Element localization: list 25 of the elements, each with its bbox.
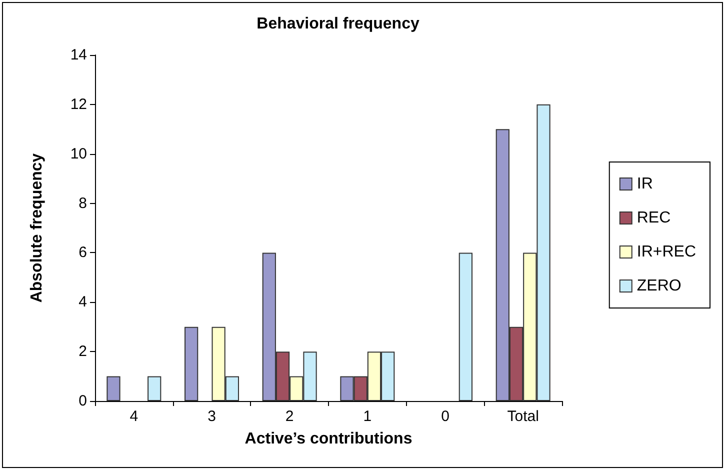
y-tick-label: 6	[78, 244, 87, 262]
legend-label: IR	[636, 176, 653, 192]
bar	[184, 326, 198, 401]
chart-title: Behavioral frequency	[256, 16, 420, 32]
x-tick-label: 2	[285, 408, 294, 425]
x-tick-label: 1	[363, 408, 372, 425]
bar	[148, 376, 162, 401]
y-tick-label: 2	[78, 343, 87, 360]
x-tick-label: 3	[208, 408, 216, 425]
x-tick-label: 0	[441, 408, 450, 425]
y-tick-label: 0	[78, 392, 87, 410]
legend-label: ZERO	[636, 278, 682, 294]
x-axis-title: Active’s contributions	[244, 430, 412, 448]
y-axis-title: Absolute frequency	[28, 153, 46, 303]
y-tick-label: 10	[70, 145, 87, 162]
y-tick-label: 4	[78, 294, 87, 311]
y-tick-label: 14	[70, 46, 87, 64]
y-tick-label: 8	[78, 194, 87, 212]
legend-label: IR+REC	[636, 244, 696, 260]
bar	[458, 252, 472, 401]
x-tick-label: Total	[507, 408, 539, 425]
bar	[106, 376, 120, 401]
y-tick-label: 12	[70, 96, 87, 113]
x-tick-label: 4	[130, 408, 138, 425]
legend-label: REC	[636, 210, 671, 226]
